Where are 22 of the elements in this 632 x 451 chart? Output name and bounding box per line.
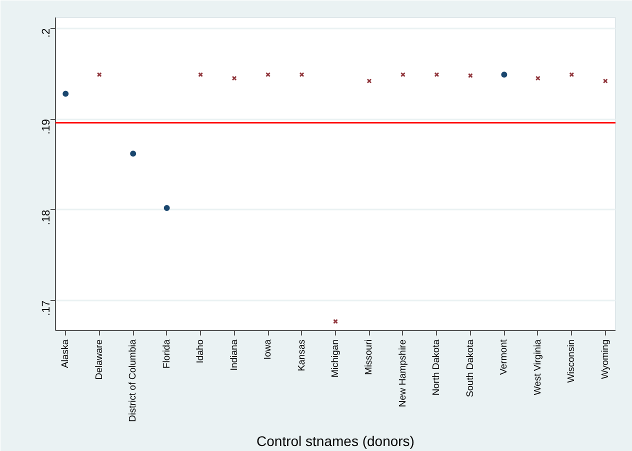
y-tick-label: .19	[40, 119, 52, 134]
x-tick-label: Florida	[161, 338, 172, 369]
y-tick-label: .18	[40, 210, 52, 226]
x-tick-label: Kansas	[296, 339, 308, 372]
x-tick-label: Wisconsin	[566, 339, 578, 383]
x-tick-label: Wyoming	[600, 339, 611, 380]
x-tick-label: Michigan	[330, 339, 341, 378]
x-tick-label: Missouri	[364, 339, 375, 375]
x-tick-label: Alaska	[60, 338, 72, 368]
x-axis-title: Control stnames (donors)	[256, 432, 414, 449]
x-tick-label: Vermont	[498, 339, 510, 375]
x-tick-label: Indiana	[228, 338, 240, 371]
x-tick-label: Delaware	[94, 339, 105, 380]
x-tick-label: District of Columbia	[128, 338, 139, 422]
x-tick-label: Iowa	[262, 338, 274, 360]
x-tick-label: Idaho	[195, 339, 206, 364]
y-tick-label: .2	[40, 28, 52, 38]
x-tick-label: South Dakota	[464, 338, 476, 398]
x-tick-label: New Hampshire	[397, 340, 408, 408]
x-tick-label: West Virginia	[532, 338, 544, 396]
x-tick-label: North Dakota	[431, 338, 442, 396]
y-tick-label: .17	[40, 300, 52, 316]
